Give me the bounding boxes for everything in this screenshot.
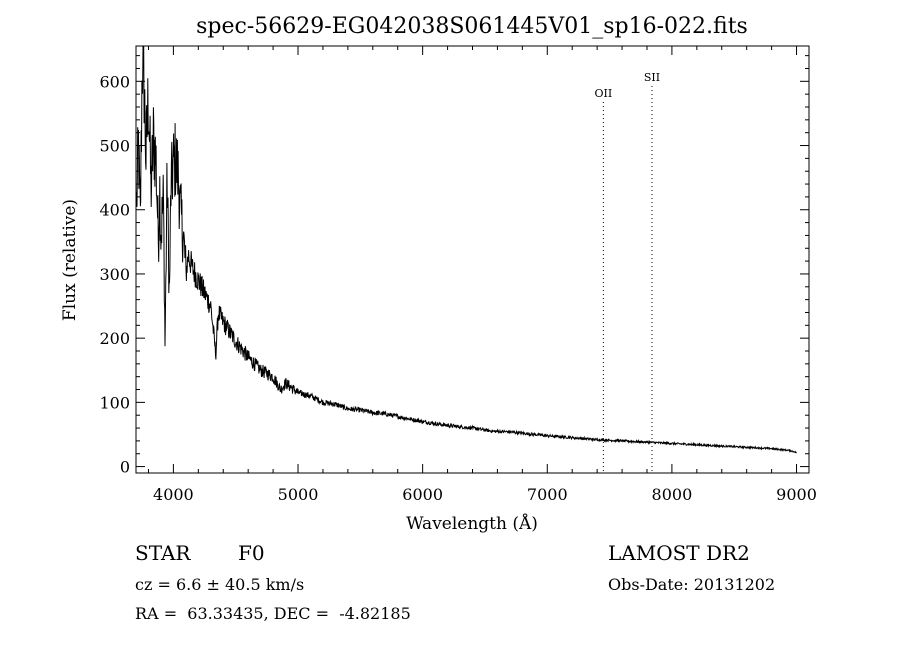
- y-tick-label: 500: [99, 137, 130, 156]
- y-tick-label: 600: [99, 72, 130, 91]
- survey-name: LAMOST DR2: [608, 541, 750, 565]
- observation-date: Obs-Date: 20131202: [608, 575, 776, 594]
- chart-title: spec-56629-EG042038S061445V01_sp16-022.f…: [196, 14, 748, 39]
- y-tick-label: 200: [99, 329, 130, 348]
- y-tick-label: 300: [99, 265, 130, 284]
- x-axis-label: Wavelength (Å): [406, 513, 538, 534]
- x-tick-label: 9000: [776, 485, 817, 504]
- x-tick-label: 4000: [153, 485, 194, 504]
- line-marker-label: SII: [644, 71, 660, 84]
- y-tick-label: 100: [99, 393, 130, 412]
- x-tick-label: 5000: [278, 485, 319, 504]
- x-tick-label: 8000: [652, 485, 693, 504]
- y-axis-label: Flux (relative): [60, 199, 80, 321]
- y-tick-label: 0: [120, 458, 130, 477]
- object-subclass: F0: [238, 541, 265, 565]
- emission-line-markers: OII SII: [595, 71, 660, 473]
- x-tick-label: 7000: [527, 485, 568, 504]
- coordinates: RA = 63.33435, DEC = -4.82185: [135, 604, 411, 623]
- y-tick-label: 400: [99, 201, 130, 220]
- axes: 4000 5000 6000 7000 8000 9000 0 100 200 300 400 500…: [99, 46, 817, 504]
- x-tick-label: 6000: [402, 485, 443, 504]
- plot-frame: [135, 45, 810, 474]
- object-class: STAR: [135, 541, 191, 565]
- line-marker-label: OII: [595, 87, 613, 100]
- velocity: cz = 6.6 ± 40.5 km/s: [135, 575, 305, 594]
- spectrum-line: [136, 45, 797, 454]
